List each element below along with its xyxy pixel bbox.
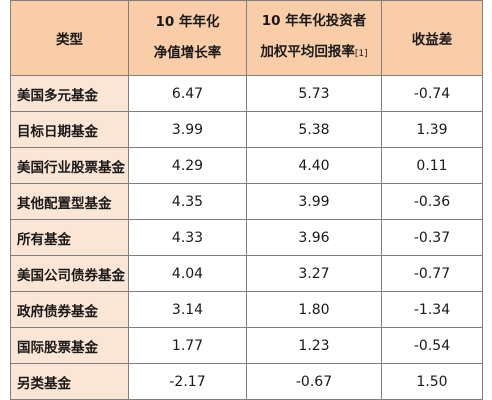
type-cell: 国际股票基金 (10, 327, 129, 364)
investor-return-cell: 1.23 (246, 327, 382, 364)
type-cell: 其他配置型基金 (10, 183, 129, 220)
nav-growth-cell: 3.14 (128, 291, 247, 328)
nav-growth-cell: 4.04 (128, 255, 247, 292)
investor-return-cell: 3.99 (246, 183, 382, 220)
investor-return-cell: -0.67 (246, 363, 382, 400)
table-container: 类型 10 年年化 净值增长率 10 年年化投资者 加权平均回报率[1] 收益差… (10, 0, 483, 400)
investor-return-cell: 5.73 (246, 75, 382, 112)
type-cell: 目标日期基金 (10, 111, 129, 148)
header-investor-return: 10 年年化投资者 加权平均回报率[1] (246, 0, 382, 76)
return-gap-cell: 1.39 (381, 111, 483, 148)
nav-growth-cell: -2.17 (128, 363, 247, 400)
type-cell: 美国行业股票基金 (10, 147, 129, 184)
nav-growth-cell: 1.77 (128, 327, 247, 364)
table-row: 政府债券基金 3.14 1.80 -1.34 (10, 291, 483, 328)
table-row: 其他配置型基金 4.35 3.99 -0.36 (10, 183, 483, 220)
nav-growth-cell: 6.47 (128, 75, 247, 112)
nav-growth-cell: 4.29 (128, 147, 247, 184)
nav-growth-cell: 4.35 (128, 183, 247, 220)
table-row: 所有基金 4.33 3.96 -0.37 (10, 219, 483, 256)
type-cell: 美国公司债券基金 (10, 255, 129, 292)
table-row: 美国多元基金 6.47 5.73 -0.74 (10, 75, 483, 112)
table-row: 国际股票基金 1.77 1.23 -0.54 (10, 327, 483, 364)
type-cell: 所有基金 (10, 219, 129, 256)
investor-return-cell: 4.40 (246, 147, 382, 184)
type-cell: 政府债券基金 (10, 291, 129, 328)
table-row: 目标日期基金 3.99 5.38 1.39 (10, 111, 483, 148)
type-cell: 另类基金 (10, 363, 129, 400)
investor-return-cell: 1.80 (246, 291, 382, 328)
table-row: 另类基金 -2.17 -0.67 1.50 (10, 363, 483, 400)
footnote-marker: [1] (354, 49, 368, 59)
nav-growth-cell: 4.33 (128, 219, 247, 256)
investor-return-cell: 5.38 (246, 111, 382, 148)
return-gap-cell: -0.77 (381, 255, 483, 292)
return-gap-cell: -0.37 (381, 219, 483, 256)
table-row: 美国行业股票基金 4.29 4.40 0.11 (10, 147, 483, 184)
return-gap-cell: -0.54 (381, 327, 483, 364)
investor-return-cell: 3.96 (246, 219, 382, 256)
header-return-gap: 收益差 (381, 0, 483, 76)
return-gap-cell: 0.11 (381, 147, 483, 184)
nav-growth-cell: 3.99 (128, 111, 247, 148)
table-row: 美国公司债券基金 4.04 3.27 -0.77 (10, 255, 483, 292)
investor-return-cell: 3.27 (246, 255, 382, 292)
return-gap-cell: -0.36 (381, 183, 483, 220)
return-gap-cell: -0.74 (381, 75, 483, 112)
header-nav-growth: 10 年年化 净值增长率 (128, 0, 247, 76)
return-gap-cell: -1.34 (381, 291, 483, 328)
header-row: 类型 10 年年化 净值增长率 10 年年化投资者 加权平均回报率[1] 收益差 (10, 0, 483, 76)
header-type: 类型 (10, 0, 129, 76)
fund-return-table: 类型 10 年年化 净值增长率 10 年年化投资者 加权平均回报率[1] 收益差… (10, 0, 483, 400)
return-gap-cell: 1.50 (381, 363, 483, 400)
type-cell: 美国多元基金 (10, 75, 129, 112)
